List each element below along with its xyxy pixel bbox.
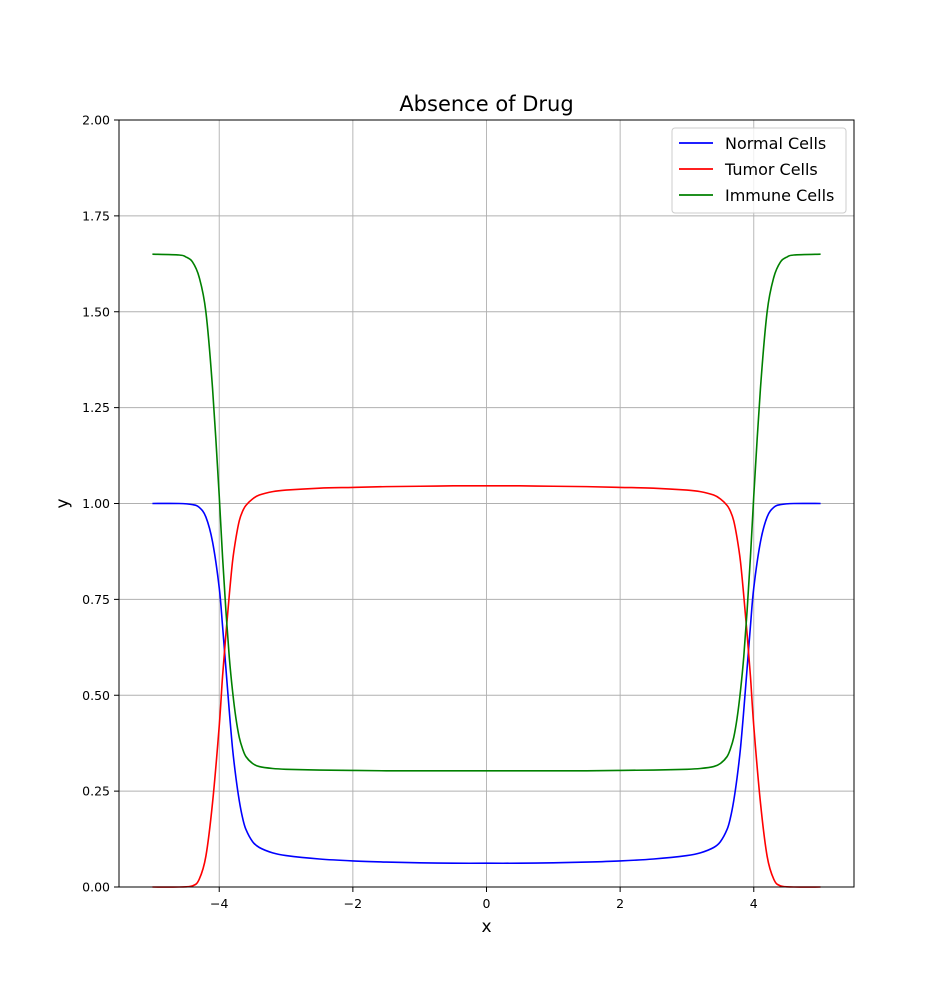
- axis-ticks: −4 −2 0 2 4 0.00 0.25 0.50 0.75 1.00 1.25 1.50 1.75 2…: [82, 113, 758, 912]
- y-tick-label: 1.00: [82, 496, 110, 511]
- y-axis-label: y: [53, 498, 73, 508]
- series-line-immune-cells: [152, 253, 821, 772]
- series-line-normal-cells: [152, 502, 821, 865]
- series-lines: [152, 253, 821, 888]
- x-tick-label: −4: [210, 896, 228, 911]
- y-tick-label: 0.50: [82, 688, 110, 703]
- legend: Normal Cells Tumor Cells Immune Cells: [671, 127, 847, 214]
- legend-label-tumor-cells: Tumor Cells: [724, 160, 818, 179]
- x-tick-label: 2: [616, 896, 624, 911]
- y-tick-label: 1.25: [82, 400, 110, 415]
- y-tick-label: 1.50: [82, 304, 110, 319]
- chart-title: Absence of Drug: [399, 92, 573, 116]
- x-tick-label: −2: [344, 896, 362, 911]
- legend-box: [671, 127, 847, 214]
- legend-label-normal-cells: Normal Cells: [725, 134, 826, 153]
- y-tick-label: 2.00: [82, 113, 110, 128]
- y-tick-label: 0.25: [82, 784, 110, 799]
- x-tick-label: 4: [750, 896, 758, 911]
- legend-label-immune-cells: Immune Cells: [725, 186, 834, 205]
- x-tick-label: 0: [483, 896, 491, 911]
- y-tick-label: 0.75: [82, 592, 110, 607]
- series-line-tumor-cells: [152, 485, 821, 888]
- y-tick-label: 1.75: [82, 208, 110, 223]
- x-axis-label: x: [481, 917, 491, 937]
- y-tick-label: 0.00: [82, 880, 110, 895]
